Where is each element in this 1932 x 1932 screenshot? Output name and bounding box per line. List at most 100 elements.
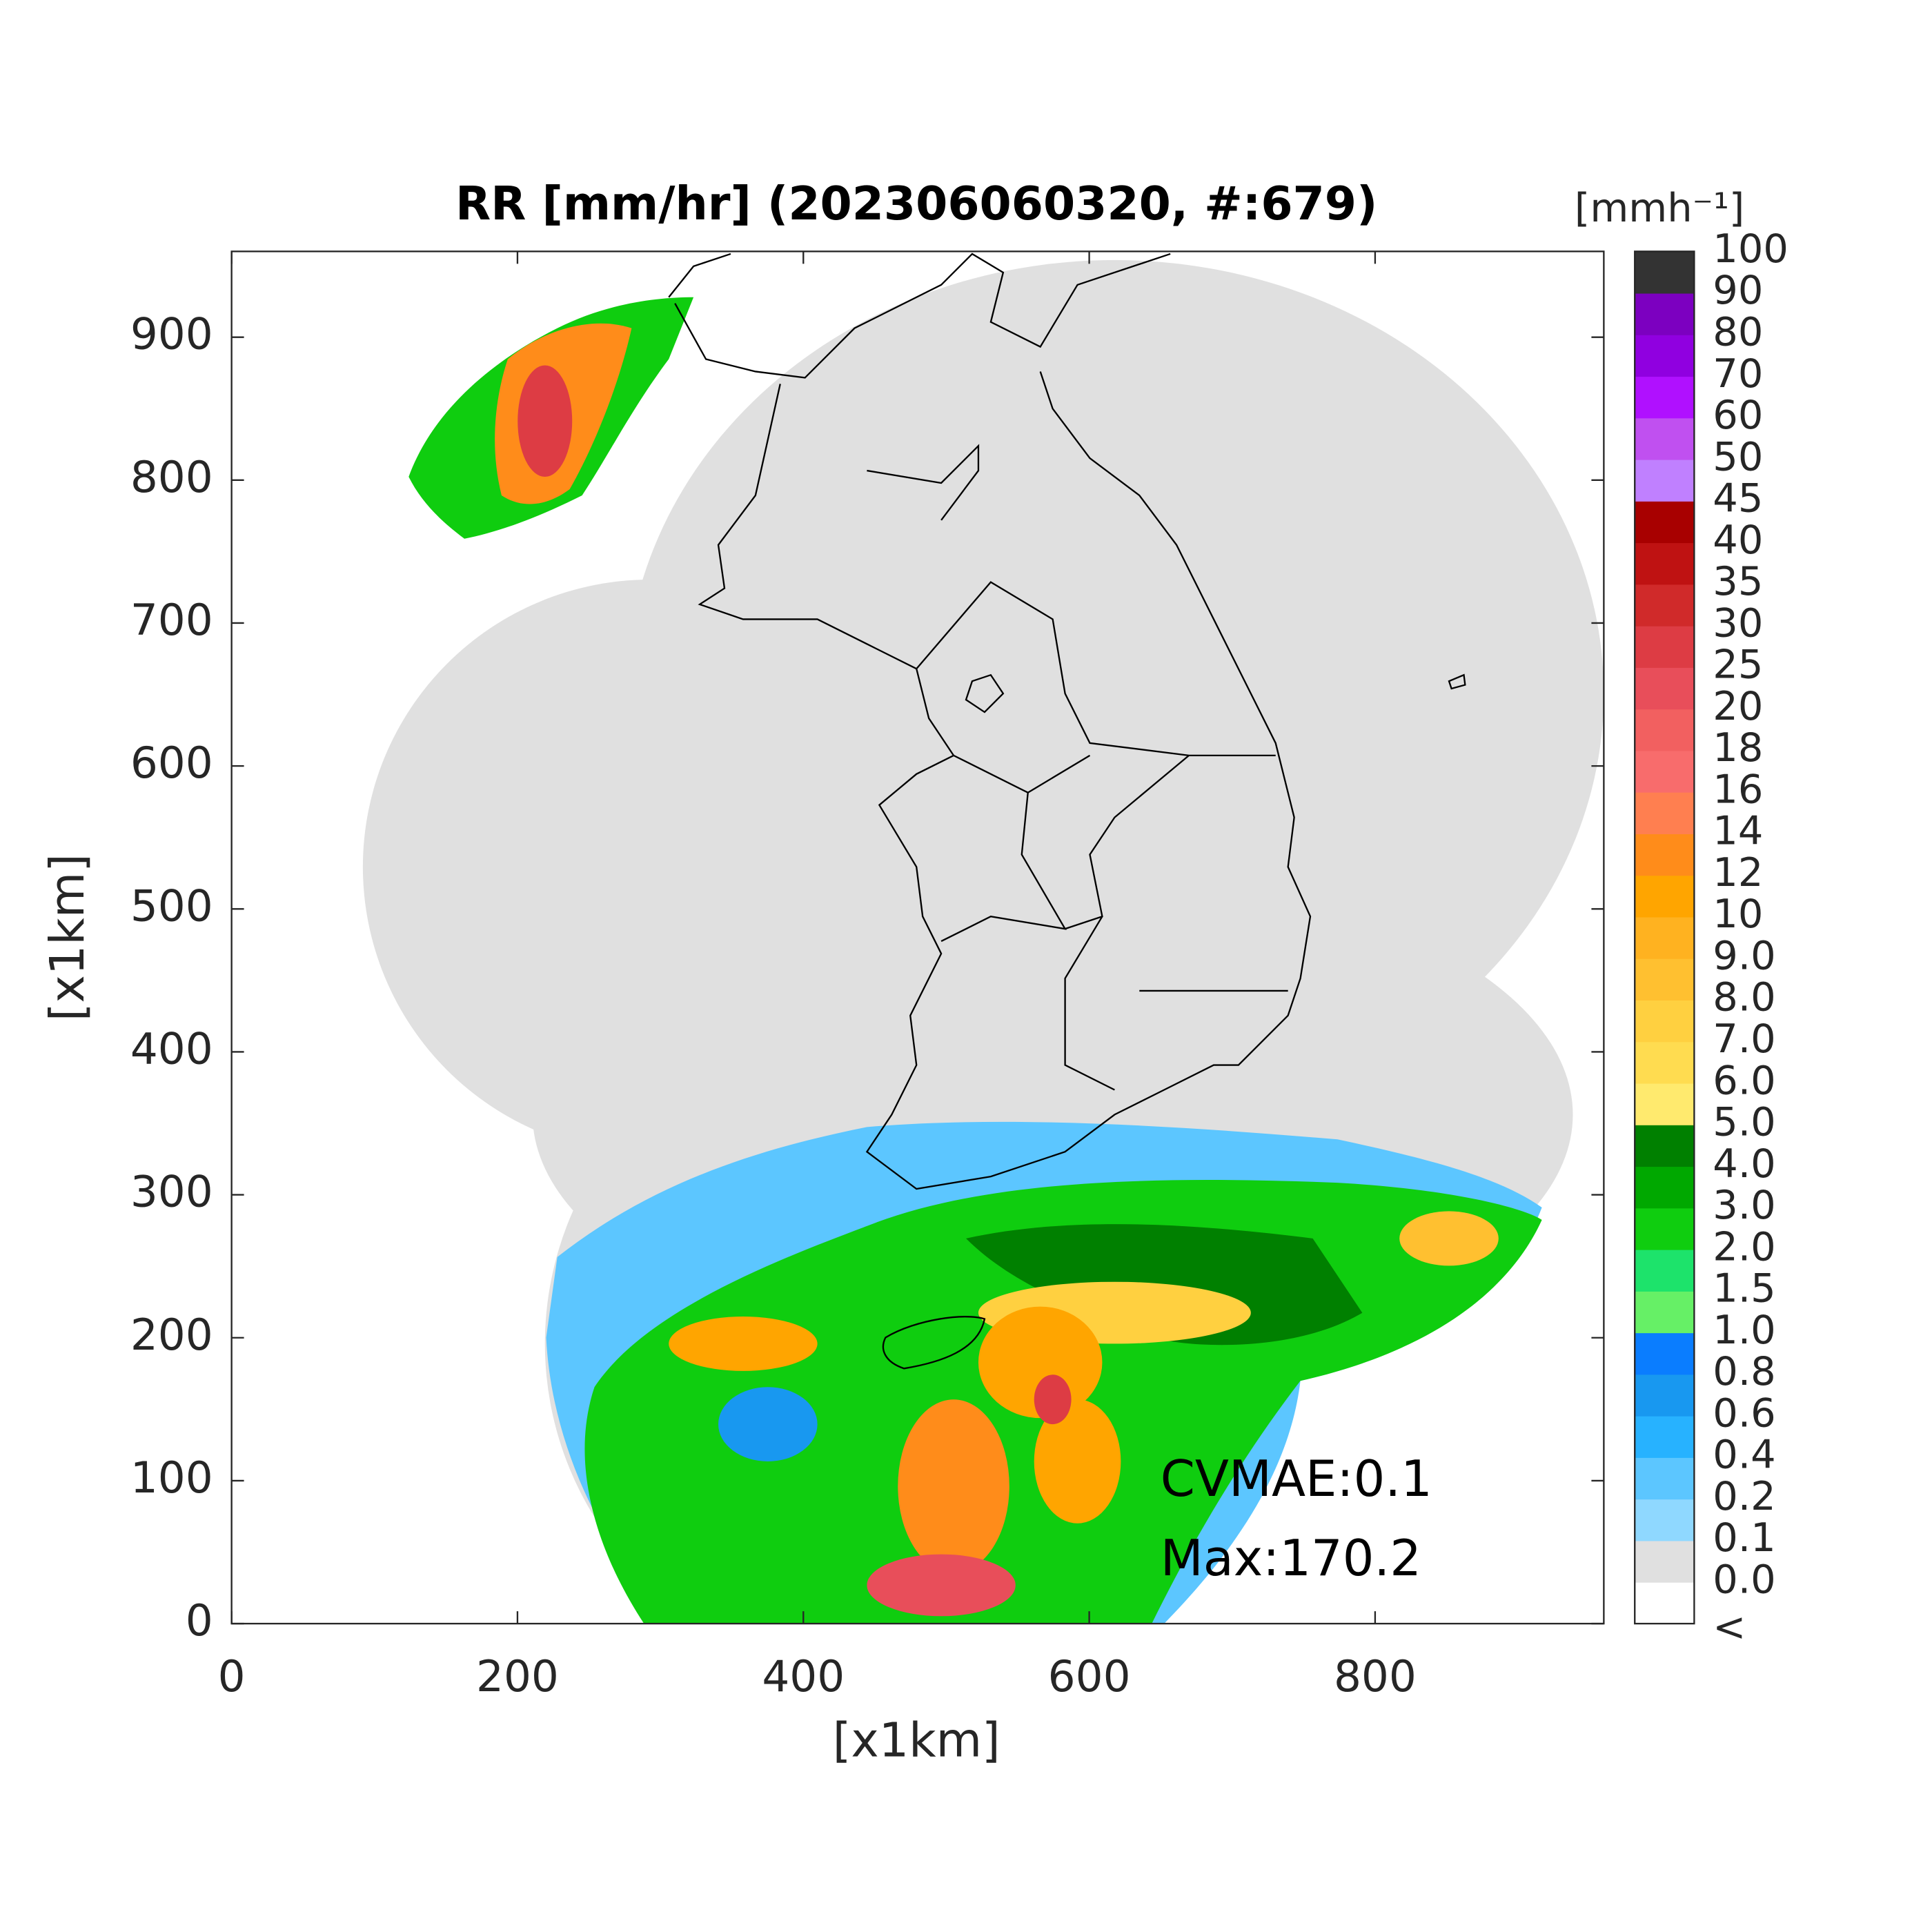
chart-title: RR [mm/hr] (202306060320, #:679)	[455, 177, 1377, 230]
colorbar-label: 10	[1713, 891, 1763, 937]
rain-area	[1034, 1399, 1121, 1524]
x-tick-label: 400	[762, 1651, 845, 1702]
colorbar-label: 1.5	[1713, 1265, 1775, 1312]
colorbar-segment	[1635, 916, 1695, 959]
colorbar-segment	[1635, 376, 1695, 419]
colorbar-segment	[1635, 1290, 1695, 1334]
colorbar-label: 25	[1713, 642, 1763, 688]
y-tick-label: 700	[130, 595, 213, 645]
y-tick-label: 100	[130, 1452, 213, 1503]
colorbar-segment	[1635, 1499, 1695, 1541]
colorbar-segment	[1635, 500, 1695, 544]
colorbar-label: 6.0	[1713, 1057, 1775, 1103]
rain-area	[669, 1316, 818, 1371]
colorbar-segment	[1635, 1249, 1695, 1292]
rain-area	[718, 1387, 818, 1461]
colorbar-segment	[1635, 584, 1695, 627]
axes-box	[230, 250, 1605, 1625]
colorbar-frame	[1634, 250, 1695, 1625]
colorbar-label: 45	[1713, 475, 1763, 522]
colorbar-label: 70	[1713, 351, 1763, 397]
colorbar-label: 0.6	[1713, 1390, 1775, 1436]
colorbar-segment	[1635, 251, 1695, 294]
y-tick-label: 400	[130, 1024, 213, 1074]
colorbar-segment	[1635, 834, 1695, 876]
annotation: Max:170.2	[1161, 1529, 1421, 1587]
y-tick-label: 500	[130, 880, 213, 931]
ticks: 0 200 400 600 800 0 100 200 300 400 500 600 700 800 90…	[130, 251, 1604, 1702]
x-axis-label: [x1km]	[833, 1714, 1000, 1768]
colorbar-segment	[1635, 334, 1695, 377]
colorbar-label: 5.0	[1713, 1099, 1775, 1145]
colorbar-label: 90	[1713, 267, 1763, 313]
colorbar-segment	[1635, 1332, 1695, 1375]
x-tick-label: 600	[1048, 1651, 1131, 1702]
island-outline	[882, 1316, 986, 1370]
y-tick-label: 600	[130, 738, 213, 788]
colorbar-label: 80	[1713, 309, 1763, 355]
rain-area	[978, 1306, 1103, 1419]
colorbar-segment	[1635, 1166, 1695, 1209]
y-tick-label: 800	[130, 452, 213, 502]
colorbar-label: 18	[1713, 724, 1763, 771]
colorbar-segment	[1635, 1124, 1695, 1167]
colorbar-label: 9.0	[1713, 932, 1775, 978]
colorbar-label: 4.0	[1713, 1141, 1775, 1187]
colorbar-label: 35	[1713, 558, 1763, 604]
colorbar-segment	[1635, 667, 1695, 710]
colorbar-segment	[1635, 958, 1695, 1001]
colorbar-label: 12	[1713, 849, 1763, 896]
colorbar-label: 0.4	[1713, 1432, 1775, 1478]
rain-area	[518, 365, 573, 477]
colorbar-label: 50	[1713, 433, 1763, 480]
colorbar-label: 7.0	[1713, 1016, 1775, 1062]
colorbar-segment	[1635, 875, 1695, 918]
y-tick-label: 200	[130, 1310, 213, 1360]
colorbar-label: 100	[1713, 226, 1788, 272]
colorbar-label: 0.0	[1713, 1556, 1775, 1602]
colorbar-segment	[1635, 1374, 1695, 1417]
colorbar-label: <	[1713, 1604, 1746, 1650]
colorbar-label: 2.0	[1713, 1223, 1775, 1270]
colorbar-segment	[1635, 625, 1695, 668]
colorbar-segment	[1635, 1457, 1695, 1500]
precipitation	[408, 297, 1542, 1624]
colorbar: <0.00.10.20.40.60.81.01.52.03.04.05.06.0…	[1634, 226, 1788, 1650]
island-outline	[965, 673, 1466, 713]
colorbar-label: 0.1	[1713, 1515, 1775, 1561]
x-tick-label: 0	[218, 1651, 246, 1702]
colorbar-label: 3.0	[1713, 1182, 1775, 1228]
colorbar-segment	[1635, 417, 1695, 460]
colorbar-segment	[1635, 1041, 1695, 1084]
colorbar-segment	[1635, 459, 1695, 502]
colorbar-segment	[1635, 1581, 1695, 1624]
colorbar-segment	[1635, 293, 1695, 335]
colorbar-segment	[1635, 1415, 1695, 1458]
colorbar-label: 0.2	[1713, 1473, 1775, 1519]
y-axis-label: [x1km]	[41, 854, 95, 1021]
rain-area	[898, 1399, 1009, 1573]
x-tick-label: 800	[1334, 1651, 1417, 1702]
colorbar-segment	[1635, 709, 1695, 751]
colorbar-label: 1.0	[1713, 1307, 1775, 1353]
peninsula-outline	[668, 253, 1312, 1190]
rain-area	[867, 1554, 1016, 1617]
colorbar-segment	[1635, 1208, 1695, 1250]
y-tick-label: 300	[130, 1167, 213, 1217]
colorbar-segment	[1635, 1000, 1695, 1043]
rain-area	[1034, 1374, 1072, 1425]
colorbar-label: 16	[1713, 766, 1763, 812]
colorbar-segment	[1635, 750, 1695, 793]
colorbar-label: 0.8	[1713, 1348, 1775, 1394]
colorbar-segment	[1635, 542, 1695, 585]
x-tick-label: 200	[476, 1651, 559, 1702]
colorbar-segment	[1635, 1083, 1695, 1125]
radar-map	[362, 253, 1604, 1624]
colorbar-label: 60	[1713, 392, 1763, 438]
colorbar-label: 8.0	[1713, 974, 1775, 1021]
y-tick-label: 900	[130, 309, 213, 359]
colorbar-label: 20	[1713, 683, 1763, 729]
colorbar-segment	[1635, 791, 1695, 834]
